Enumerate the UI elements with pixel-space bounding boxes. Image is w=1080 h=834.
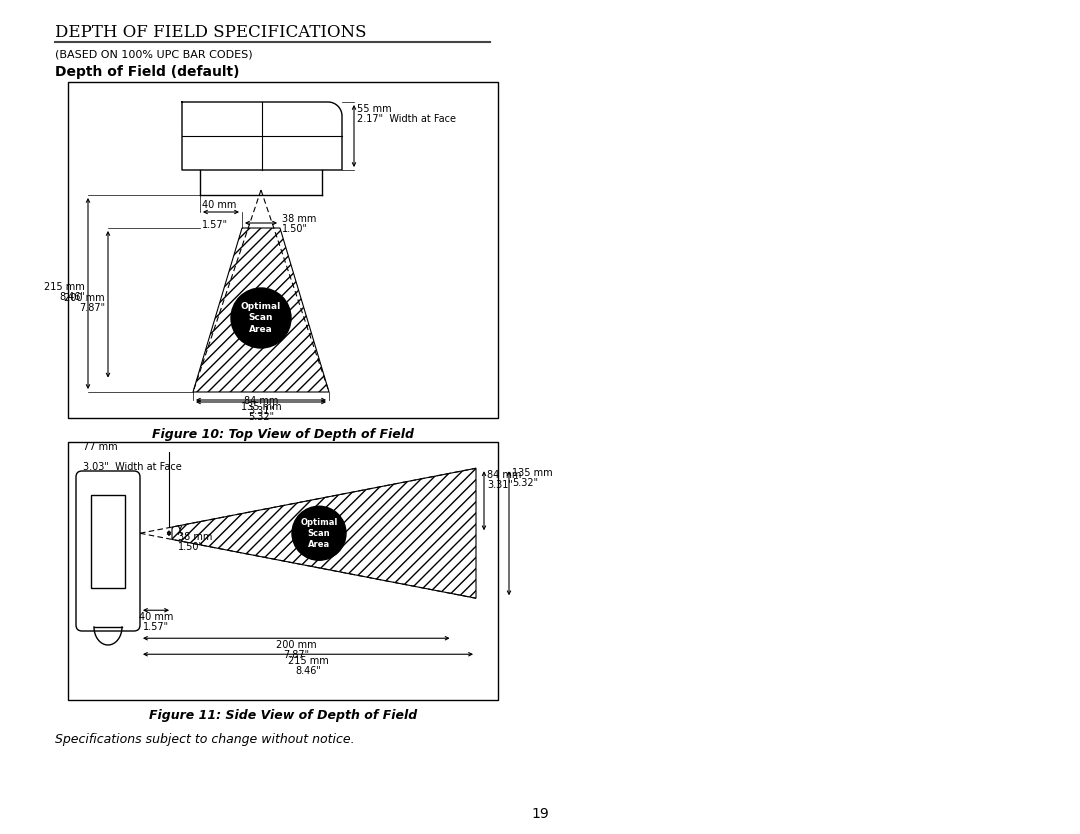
Text: 7.87": 7.87" xyxy=(79,304,105,314)
Text: 84 mm: 84 mm xyxy=(244,396,279,406)
Bar xyxy=(68,442,498,700)
Text: 1.57": 1.57" xyxy=(143,622,170,632)
Text: 3.03"  Width at Face: 3.03" Width at Face xyxy=(83,462,181,472)
Text: 8.46": 8.46" xyxy=(295,666,321,676)
Text: 5.32": 5.32" xyxy=(248,412,274,422)
Text: 38 mm: 38 mm xyxy=(282,214,316,224)
Text: 2.17"  Width at Face: 2.17" Width at Face xyxy=(357,114,456,124)
Text: 215 mm: 215 mm xyxy=(287,656,328,666)
Text: (BASED ON 100% UPC BAR CODES): (BASED ON 100% UPC BAR CODES) xyxy=(55,49,253,59)
Text: 200 mm: 200 mm xyxy=(65,294,105,304)
Text: 40 mm: 40 mm xyxy=(139,612,173,622)
Text: 200 mm: 200 mm xyxy=(276,641,316,651)
Text: Figure 11: Side View of Depth of Field: Figure 11: Side View of Depth of Field xyxy=(149,710,417,722)
Text: 77 mm: 77 mm xyxy=(83,442,118,452)
Text: Depth of Field (default): Depth of Field (default) xyxy=(55,65,240,79)
Text: 40 mm: 40 mm xyxy=(202,200,237,210)
Text: 135 mm: 135 mm xyxy=(241,402,281,412)
Text: 19: 19 xyxy=(531,807,549,821)
Text: 84 mm: 84 mm xyxy=(487,470,522,480)
Text: 55 mm: 55 mm xyxy=(357,104,392,114)
Text: 1.50": 1.50" xyxy=(178,542,204,552)
Text: 38 mm: 38 mm xyxy=(178,532,213,542)
Text: 1.50": 1.50" xyxy=(282,224,308,234)
Text: 3.31": 3.31" xyxy=(487,480,513,490)
Text: 8.46": 8.46" xyxy=(59,293,85,303)
Text: Optimal
Scan
Area: Optimal Scan Area xyxy=(241,303,281,334)
Text: Optimal
Scan
Area: Optimal Scan Area xyxy=(300,518,338,549)
Text: 7.87": 7.87" xyxy=(283,651,309,661)
Text: Specifications subject to change without notice.: Specifications subject to change without… xyxy=(55,733,354,746)
Bar xyxy=(91,495,125,588)
Text: 1.57": 1.57" xyxy=(202,220,228,230)
Text: 215 mm: 215 mm xyxy=(44,283,85,293)
Text: 135 mm: 135 mm xyxy=(512,468,553,478)
Polygon shape xyxy=(193,228,329,392)
Circle shape xyxy=(292,506,346,560)
Text: 3.31": 3.31" xyxy=(248,406,274,416)
Circle shape xyxy=(231,288,291,348)
Text: Figure 10: Top View of Depth of Field: Figure 10: Top View of Depth of Field xyxy=(152,428,414,440)
Text: DEPTH OF FIELD SPECIFICATIONS: DEPTH OF FIELD SPECIFICATIONS xyxy=(55,23,366,41)
Text: 5.32": 5.32" xyxy=(512,478,538,488)
Bar xyxy=(68,82,498,418)
Polygon shape xyxy=(172,468,476,598)
